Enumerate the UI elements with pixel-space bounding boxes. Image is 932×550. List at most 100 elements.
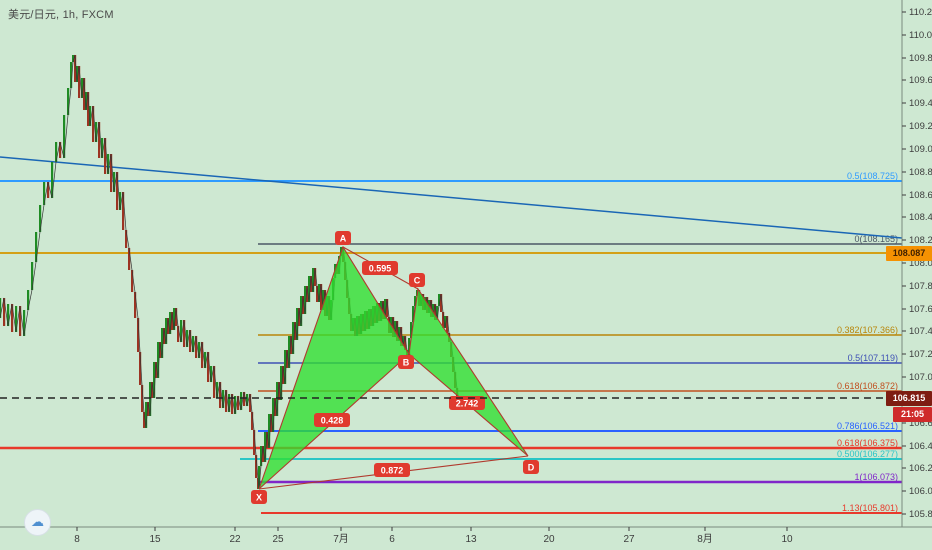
fib-level-label[interactable]: 1(106.073) — [854, 472, 898, 482]
candle — [253, 430, 256, 455]
pattern-badge[interactable] — [449, 396, 485, 410]
time-tick-label: 6 — [389, 534, 395, 545]
candle — [310, 276, 313, 292]
candle — [195, 336, 198, 358]
candle — [35, 232, 38, 262]
pattern-badge[interactable] — [398, 355, 414, 369]
candle — [141, 385, 144, 412]
pattern-badge[interactable] — [409, 273, 425, 287]
candle — [320, 284, 323, 310]
fib-level-label[interactable]: 0.618(106.872) — [837, 381, 898, 391]
current-price-badge[interactable]: 106.815 — [886, 391, 932, 406]
candle — [104, 138, 107, 174]
candle — [122, 192, 125, 230]
candle — [83, 78, 86, 110]
candle — [296, 308, 299, 340]
price-tick-label: 110.000 — [909, 30, 932, 41]
pattern-badge[interactable] — [314, 413, 350, 427]
candle — [286, 350, 289, 368]
time-tick-label: 25 — [272, 534, 284, 545]
candle — [107, 154, 110, 174]
candle — [116, 172, 119, 210]
candle — [201, 342, 204, 368]
candle — [264, 432, 267, 462]
candle — [394, 321, 397, 337]
candle — [78, 66, 81, 98]
pattern-badge[interactable] — [362, 261, 398, 275]
time-tick-label: 20 — [543, 534, 555, 545]
candle — [161, 328, 164, 358]
trendline[interactable] — [0, 156, 903, 239]
price-tick-label: 107.800 — [909, 281, 932, 292]
candle — [167, 318, 170, 334]
candle — [186, 330, 189, 347]
candle — [128, 248, 131, 270]
price-tick-label: 108.800 — [909, 167, 932, 178]
candle — [55, 142, 58, 162]
candle — [304, 286, 307, 314]
candle — [384, 299, 387, 319]
candle — [400, 327, 403, 346]
candle — [438, 294, 441, 306]
cloud-icon: ☁ — [31, 514, 44, 529]
candle — [298, 308, 301, 326]
fib-level-label[interactable]: 0.618(106.375) — [837, 438, 898, 448]
price-tick-label: 109.200 — [909, 121, 932, 132]
price-tick-label: 108.000 — [909, 258, 932, 269]
symbol-title[interactable]: 美元/日元, 1h, FXCM — [8, 9, 114, 21]
candle — [63, 115, 66, 158]
candle — [125, 230, 128, 248]
candle — [59, 142, 62, 158]
candle — [322, 290, 325, 310]
price-tick-label: 107.200 — [909, 349, 932, 360]
candle — [155, 362, 158, 378]
candle — [198, 342, 201, 358]
candle — [225, 390, 228, 412]
candle — [39, 205, 42, 232]
candle — [249, 394, 252, 412]
price-tick-label: 109.600 — [909, 75, 932, 86]
pattern-badge-label: 0.428 — [321, 416, 344, 426]
pattern-badge[interactable] — [523, 460, 539, 474]
price-tick-label: 105.800 — [909, 509, 932, 520]
price-tick-label: 107.600 — [909, 304, 932, 315]
candle — [27, 290, 30, 310]
candle — [382, 301, 385, 319]
candle — [159, 342, 162, 358]
alert-price-badge[interactable]: 108.087 — [886, 246, 932, 261]
candle — [280, 366, 283, 400]
candle — [260, 446, 263, 466]
candle — [145, 402, 148, 428]
candle — [288, 336, 291, 368]
candle — [272, 398, 275, 432]
price-tick-label: 106.400 — [909, 441, 932, 452]
fib-level-label[interactable]: 0.5(107.119) — [848, 353, 898, 363]
price-tick-label: 109.800 — [909, 53, 932, 64]
watermark-logo[interactable]: ☁ — [24, 509, 51, 536]
candle — [434, 304, 437, 320]
pattern-badge[interactable] — [251, 490, 267, 504]
candle — [392, 317, 395, 337]
candle — [396, 321, 399, 341]
candle — [231, 394, 234, 414]
fib-level-label[interactable]: 0.786(106.521) — [837, 421, 898, 431]
candle — [192, 336, 195, 352]
candle — [204, 352, 207, 368]
pattern-badge[interactable] — [335, 231, 351, 245]
candle — [276, 382, 279, 416]
candle — [207, 352, 210, 382]
candle — [442, 312, 445, 328]
candle — [143, 412, 146, 428]
fib-level-label[interactable]: 1.13(105.801) — [842, 503, 898, 513]
price-tick-label: 106.600 — [909, 418, 932, 429]
candle — [316, 286, 319, 302]
pattern-badge[interactable] — [374, 463, 410, 477]
fib-level-label[interactable]: 0.500(106.277) — [837, 449, 898, 459]
fib-level-label[interactable]: 0.5(108.725) — [847, 171, 898, 181]
fib-level-label[interactable]: 0(108.165) — [854, 234, 898, 244]
pattern-badge-label: 0.872 — [381, 466, 404, 476]
candle — [165, 318, 168, 344]
fib-level-label[interactable]: 0.382(107.366) — [837, 325, 898, 335]
candle — [92, 106, 95, 142]
